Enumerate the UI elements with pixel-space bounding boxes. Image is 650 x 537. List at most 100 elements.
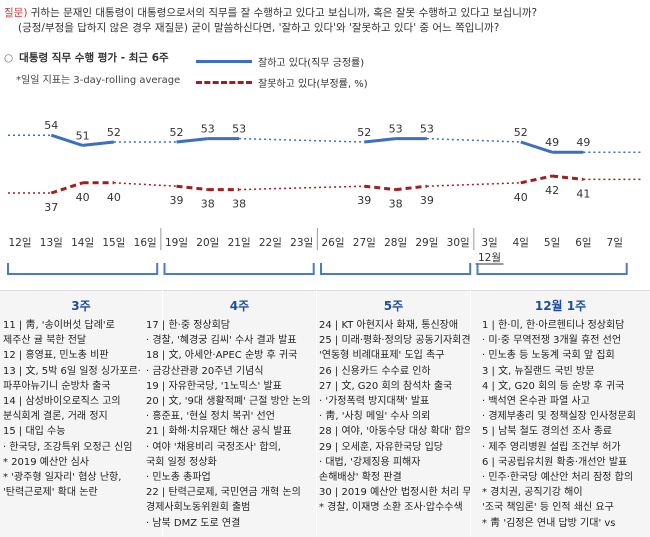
survey-question: 질문) 귀하는 문재인 대통령이 대통령으로서의 직무를 잘 수행하고 있다고 … <box>4 6 646 36</box>
x-tick-label: 5일 <box>544 236 560 249</box>
event-line: '연동형 비례대표제' 도입 촉구 <box>319 350 445 362</box>
event-line: 경제사회노동위원회 출범 <box>146 502 251 514</box>
event-line: 손해배상' 확정 판결 <box>319 472 402 484</box>
data-label: 53 <box>232 123 246 136</box>
week-panel-2 <box>163 290 316 537</box>
data-label: 38 <box>201 198 215 211</box>
event-line: 1 | 한·미, 한·아르헨티나 정상회담 <box>482 320 625 331</box>
event-line: 6 | 국공립유치원 확충·개선안 발표 <box>482 456 628 468</box>
series-segment-1 <box>395 184 428 192</box>
series-segment-0 <box>82 140 115 147</box>
x-tick-label: 7일 <box>607 236 623 249</box>
x-tick-label: 22일 <box>259 236 282 249</box>
event-line: 제주산 귤 북한 전달 <box>3 335 87 347</box>
event-line: · 백석연 온수관 파열 사고 <box>482 396 590 408</box>
approval-line-chart: 54 51 52 52 53 53 52 53 53 52 49 49 37 40 40 39 38 38 39 38… <box>7 119 642 275</box>
event-line: 17 | 한·중 정상회담 <box>146 320 231 331</box>
series-segment-0 <box>239 137 365 143</box>
event-line: 12 | 홍영표, 민노총 비판 <box>3 350 109 362</box>
series-segment-0 <box>426 137 521 143</box>
x-tick-label: 23일 <box>290 236 313 249</box>
week-events-2: 17 | 한·중 정상회담 · 경찰, '혜경궁 김씨' 수사 결과 발표 18 … <box>146 318 316 531</box>
chart-title-text: 대통령 직무 수행 평가 - 최근 6주 <box>19 52 169 64</box>
event-line: 19 | 자유한국당, '1노믹스' 발표 <box>146 380 282 392</box>
series-segment-1 <box>50 181 84 195</box>
event-line: 11 | 靑, '송이버섯 답례'로 <box>3 320 115 331</box>
event-line: 25 | 미래·평화·정의당 공동기자회견 <box>319 335 470 347</box>
question-line-2: (긍정/부정을 답하지 않은 경우 재질문) 굳이 말씀하신다면, '잘하고 있… <box>18 22 500 34</box>
event-line: · 홍준표, '현실 정치 복귀' 선언 <box>146 411 275 423</box>
data-label: 54 <box>44 119 58 132</box>
data-label: 42 <box>545 184 559 197</box>
event-line: 24 | KT 아현지사 화재, 통신장애 <box>319 320 459 331</box>
legend-label-positive: 잘하고 있다(직무 긍정률) <box>258 58 365 69</box>
legend-swatch-solid <box>196 60 252 63</box>
series-segment-1 <box>520 174 553 185</box>
x-tick-label: 26일 <box>321 236 344 249</box>
circle-bullet-icon: ○ <box>4 52 14 64</box>
week-bracket-3 <box>320 263 472 275</box>
week-title-2: 4주 <box>229 299 250 313</box>
event-line: 28 | 여야, '아동수당 대상 확대' 합의 <box>319 426 470 438</box>
data-label: 40 <box>76 191 90 204</box>
series-segment-0 <box>50 133 84 147</box>
data-label: 52 <box>357 126 371 139</box>
legend-item-negative: 잘못하고 있다(부정률, %) <box>196 75 368 90</box>
event-line: 분식회계 결론, 거래 정지 <box>3 411 108 423</box>
week-panel-3 <box>317 290 470 537</box>
data-label: 53 <box>201 123 215 136</box>
x-tick-label: 6일 <box>575 236 591 249</box>
x-tick-label: 12일 <box>8 236 31 249</box>
x-tick-label: 28일 <box>384 236 407 249</box>
x-tick-label: 4일 <box>513 236 529 249</box>
question-text-1: 귀하는 문재인 대통령이 대통령으로서의 직무를 잘 수행하고 있다고 보십니까… <box>30 7 538 19</box>
event-line: · 금강산관광 20주년 기념식 <box>146 365 264 377</box>
week-title-3: 5주 <box>383 299 404 313</box>
chart-note: *일일 지표는 3-day-rolling average <box>16 75 181 86</box>
week-title-4: 12월 1주 <box>534 299 587 313</box>
event-line: * 경치권, 공직기강 해이 <box>482 487 583 499</box>
event-line: 3 | 文, 뉴질랜드 국빈 방문 <box>482 365 595 377</box>
series-segment-1 <box>364 184 396 192</box>
event-line: · 민노총 등 노동계 국회 앞 집회 <box>482 350 615 362</box>
event-line: · 靑, '사칭 메일' 수사 의뢰 <box>319 411 431 423</box>
week-events-4: 1 | 한·미, 한·아르헨티나 정상회담 · 미·중 무역전쟁 3개월 휴전 … <box>482 318 650 531</box>
x-tick-label: 21일 <box>228 236 251 249</box>
series-segment-1 <box>239 185 365 191</box>
data-label: 52 <box>170 126 184 139</box>
series-segment-1 <box>113 182 177 187</box>
legend-label-negative: 잘못하고 있다(부정률, %) <box>258 79 368 90</box>
data-label: 49 <box>545 136 559 149</box>
series-segment-1 <box>176 184 208 192</box>
data-label: 40 <box>514 191 528 204</box>
data-label: 51 <box>76 129 90 142</box>
event-line: 21 | 화해·치유재단 해산 공식 발표 <box>146 426 292 438</box>
event-line: · 민노총 총파업 <box>146 472 211 484</box>
week-bracket-1 <box>7 263 159 275</box>
event-line: · 제주 영리병원 설립 조건부 허가 <box>482 441 621 453</box>
event-line: · 경찰, '혜경궁 김씨' 수사 결과 발표 <box>146 335 297 347</box>
x-tick-label: 29일 <box>415 236 438 249</box>
question-line-1: 질문) 귀하는 문재인 대통령이 대통령으로서의 직무를 잘 수행하고 있다고 … <box>4 6 646 21</box>
legend-swatch-dashed <box>196 81 252 84</box>
series-segment-1 <box>426 182 521 187</box>
data-label: 52 <box>107 126 121 139</box>
event-line: * 2019 예산안 심사 <box>3 456 89 468</box>
event-line: '탄력근로제' 확대 논란 <box>3 487 98 499</box>
x-tick-label: 3일 <box>481 236 497 249</box>
event-line: '조국 책임론' 등 인적 쇄신 요구 <box>482 502 614 514</box>
data-label: 39 <box>357 194 371 207</box>
week-panel-1 <box>0 290 162 537</box>
x-tick-label: 13일 <box>40 236 63 249</box>
series-segment-0 <box>520 140 553 154</box>
event-line: * '광주형 일자리' 협상 난항, <box>3 472 122 484</box>
data-label: 37 <box>44 201 58 214</box>
event-line: · 대법, '강제징용 피해자 <box>319 456 421 468</box>
data-label: 40 <box>107 191 121 204</box>
event-line: · 남북 DMZ 도로 연결 <box>146 517 241 529</box>
question-label: 질문) <box>4 7 28 19</box>
data-label: 38 <box>232 198 246 211</box>
event-line: 18 | 文, 아세안·APEC 순방 후 귀국 <box>146 350 298 362</box>
month-label: 12월 <box>478 252 501 264</box>
event-line: 14 | 삼성바이오로직스 고의 <box>3 396 121 408</box>
